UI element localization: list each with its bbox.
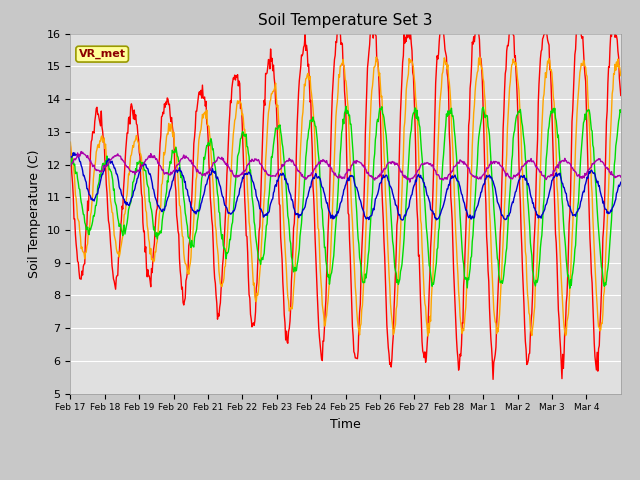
Tsoil -32cm (406, 179, 413, 185)
Tsoil -4cm (232, 108, 240, 114)
Tsoil -4cm (260, 208, 268, 214)
Tsoil -2cm (260, 112, 268, 118)
Y-axis label: Soil Temperature (C): Soil Temperature (C) (28, 149, 41, 278)
Tsoil -2cm (439, 18, 447, 24)
Tsoil -4cm (617, 73, 625, 79)
Tsoil -16cm (399, 217, 406, 223)
Tsoil -8cm (280, 159, 288, 165)
Tsoil -8cm (617, 109, 625, 115)
Tsoil -16cm (435, 216, 442, 221)
Tsoil -2cm (131, 117, 139, 122)
Tsoil -4cm (67, 139, 74, 145)
Tsoil -16cm (260, 214, 268, 219)
Tsoil -32cm (617, 174, 625, 180)
Title: Soil Temperature Set 3: Soil Temperature Set 3 (259, 13, 433, 28)
Tsoil -8cm (260, 253, 268, 259)
Tsoil -32cm (403, 176, 411, 182)
Tsoil -32cm (435, 172, 442, 178)
Tsoil -2cm (403, 38, 410, 44)
Tsoil -32cm (67, 163, 74, 168)
Text: VR_met: VR_met (79, 49, 125, 59)
Tsoil -4cm (131, 138, 139, 144)
Tsoil -4cm (403, 80, 411, 86)
Tsoil -4cm (424, 333, 431, 339)
Tsoil -4cm (435, 131, 442, 137)
Tsoil -16cm (132, 181, 140, 187)
Tsoil -8cm (232, 172, 240, 178)
X-axis label: Time: Time (330, 418, 361, 431)
Tsoil -16cm (67, 154, 74, 160)
Tsoil -16cm (233, 198, 241, 204)
Tsoil -2cm (67, 144, 74, 149)
Tsoil -8cm (67, 163, 74, 168)
Tsoil -32cm (77, 149, 85, 155)
Tsoil -16cm (69, 150, 77, 156)
Legend: Tsoil -2cm, Tsoil -4cm, Tsoil -8cm, Tsoil -16cm, Tsoil -32cm: Tsoil -2cm, Tsoil -4cm, Tsoil -8cm, Tsoi… (129, 478, 563, 480)
Line: Tsoil -4cm: Tsoil -4cm (70, 57, 621, 336)
Tsoil -16cm (281, 177, 289, 182)
Tsoil -2cm (280, 312, 288, 317)
Tsoil -8cm (342, 104, 350, 109)
Tsoil -8cm (434, 245, 442, 251)
Tsoil -16cm (617, 180, 625, 185)
Line: Tsoil -8cm: Tsoil -8cm (70, 107, 621, 288)
Tsoil -32cm (281, 159, 289, 165)
Tsoil -32cm (233, 172, 241, 178)
Tsoil -8cm (566, 285, 573, 291)
Tsoil -2cm (617, 93, 625, 98)
Line: Tsoil -16cm: Tsoil -16cm (70, 153, 621, 220)
Tsoil -2cm (232, 72, 240, 78)
Tsoil -4cm (372, 54, 380, 60)
Tsoil -8cm (403, 187, 411, 193)
Tsoil -2cm (489, 376, 497, 382)
Tsoil -4cm (280, 230, 288, 236)
Line: Tsoil -2cm: Tsoil -2cm (70, 21, 621, 379)
Tsoil -32cm (132, 169, 140, 175)
Tsoil -16cm (404, 206, 412, 212)
Tsoil -8cm (131, 171, 139, 177)
Tsoil -2cm (433, 53, 441, 59)
Line: Tsoil -32cm: Tsoil -32cm (70, 152, 621, 182)
Tsoil -32cm (260, 167, 268, 173)
